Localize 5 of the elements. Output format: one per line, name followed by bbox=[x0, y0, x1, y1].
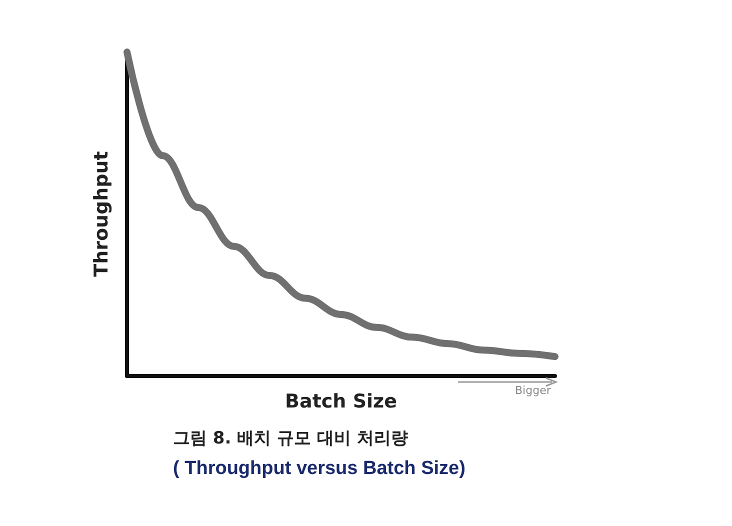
y-axis-title: Throughput bbox=[90, 151, 112, 277]
text: Bigger bbox=[515, 384, 551, 397]
x-axis-title: Batch Size bbox=[285, 390, 397, 412]
text: ( Throughput versus Batch Size) bbox=[173, 458, 466, 479]
text: 그림 8. 배치 규모 대비 처리량 bbox=[173, 428, 408, 448]
